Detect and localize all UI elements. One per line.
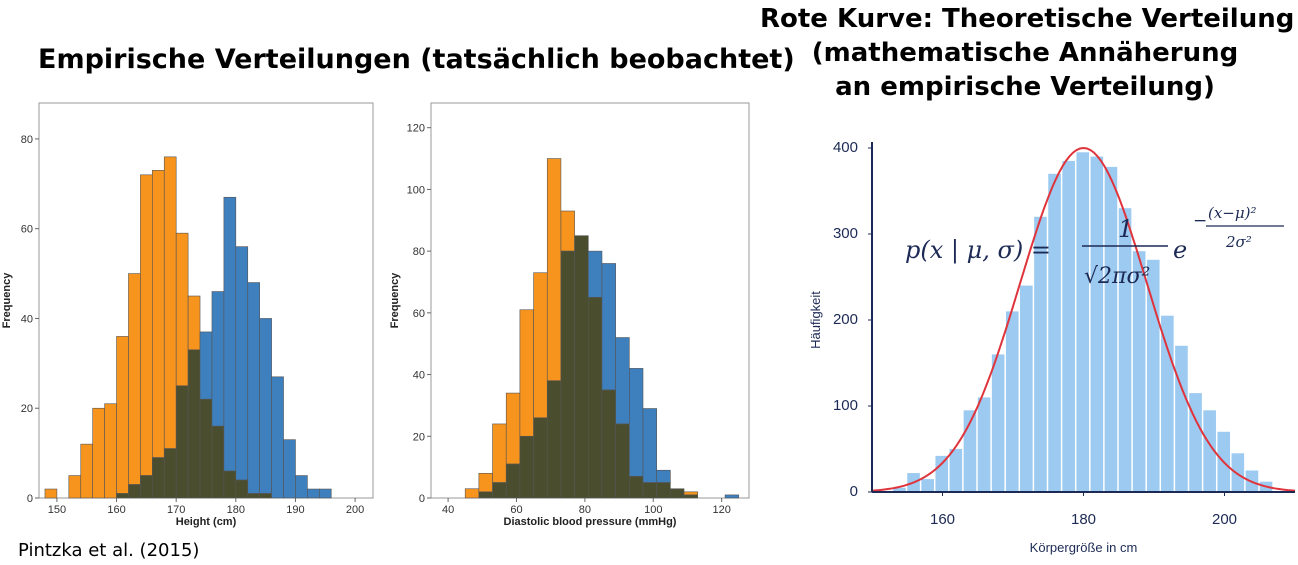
chart3-y-tick-label: 0 bbox=[850, 483, 858, 500]
chart1-y-tick-label: 0 bbox=[27, 493, 33, 505]
chart3-bar bbox=[1175, 345, 1188, 492]
chart2-y-tick-label: 100 bbox=[407, 184, 425, 196]
chart2-x-tick-label: 100 bbox=[644, 504, 662, 516]
chart3-y-tick-label: 100 bbox=[833, 397, 858, 414]
chart3-bar bbox=[935, 455, 949, 492]
chart1-y-tick-label: 80 bbox=[21, 134, 33, 146]
chart3-bar bbox=[1132, 251, 1146, 492]
chart1-x-axis-label: Height (cm) bbox=[176, 516, 237, 528]
citation: Pintzka et al. (2015) bbox=[18, 540, 200, 561]
chart3-bar bbox=[977, 397, 991, 492]
chart2-x-axis-label: Diastolic blood pressure (mmHg) bbox=[504, 516, 677, 528]
chart3-y-tick-label: 400 bbox=[833, 139, 858, 156]
chart3-bar bbox=[1118, 208, 1132, 492]
chart3-y-axis-label: Häufigkeit bbox=[808, 291, 823, 349]
chart3-bar bbox=[921, 479, 934, 492]
chart3-bar bbox=[1104, 166, 1118, 493]
chart3-bar bbox=[1090, 156, 1104, 492]
chart3-bar bbox=[893, 487, 906, 492]
chart3-x-tick-label: 160 bbox=[930, 511, 955, 528]
empirical-heading: Empirische Verteilungen (tatsächlich beo… bbox=[38, 44, 795, 75]
chart3-bar bbox=[963, 410, 977, 492]
chart3-bar bbox=[1005, 311, 1019, 492]
chart3-bar bbox=[1189, 393, 1202, 492]
chart2-bar-overlap bbox=[683, 494, 699, 499]
formula-base: e bbox=[1173, 236, 1187, 264]
chart3-x-tick-label: 180 bbox=[1071, 511, 1096, 528]
theoretical-heading-line-3: an empirische Verteilung) bbox=[835, 72, 1215, 102]
chart3-x-tick-label: 200 bbox=[1212, 511, 1237, 528]
chart3-bar bbox=[1146, 259, 1160, 492]
chart1-bar-blue bbox=[283, 439, 296, 499]
chart1-bar-blue bbox=[319, 488, 332, 499]
chart1-y-tick-label: 40 bbox=[21, 313, 33, 325]
theoretical-heading: Rote Kurve: Theoretische Verteilung (mat… bbox=[760, 2, 1295, 104]
formula-numerator: 1 bbox=[1118, 215, 1133, 243]
chart1-x-tick-label: 190 bbox=[286, 504, 304, 516]
chart3-bar bbox=[991, 354, 1005, 492]
chart3-bar bbox=[1034, 216, 1047, 493]
chart1-x-tick-label: 170 bbox=[167, 504, 185, 516]
chart2-x-tick-label: 40 bbox=[442, 504, 454, 516]
chart1-x-tick-label: 200 bbox=[346, 504, 364, 516]
formula-denominator: √2πσ² bbox=[1084, 264, 1150, 289]
formula-lhs: p(x | μ, σ) = bbox=[905, 236, 1051, 265]
chart3-bar bbox=[1076, 152, 1090, 493]
chart2-y-tick-label: 40 bbox=[413, 370, 425, 382]
chart2-y-tick-label: 80 bbox=[413, 246, 425, 258]
chart3-bar bbox=[1062, 160, 1075, 492]
formula-exp-sign: − bbox=[1193, 211, 1207, 231]
chart2-y-axis-label: Frequency bbox=[389, 272, 401, 329]
chart1-bar-blue bbox=[271, 376, 284, 499]
chart2-x-tick-label: 80 bbox=[579, 504, 591, 516]
chart3-y-tick-label: 300 bbox=[833, 225, 858, 242]
chart3-x-axis-label: Körpergröße in cm bbox=[1030, 540, 1138, 555]
chart1-bar-orange bbox=[44, 488, 58, 499]
chart2-x-tick-label: 60 bbox=[510, 504, 522, 516]
chart1-y-axis-label: Frequency bbox=[1, 272, 13, 329]
chart1-x-tick-label: 150 bbox=[48, 504, 66, 516]
chart1-x-tick-label: 180 bbox=[227, 504, 245, 516]
chart3-normal-curve bbox=[871, 146, 1296, 492]
chart2-y-tick-label: 120 bbox=[407, 123, 425, 135]
chart1-x-tick-label: 160 bbox=[107, 504, 125, 516]
formula-exp-denominator: 2σ² bbox=[1225, 233, 1252, 251]
chart3-bar bbox=[949, 449, 963, 492]
chart3-y-tick-label: 200 bbox=[833, 311, 858, 328]
chart2-y-tick-label: 0 bbox=[419, 493, 425, 505]
chart1-y-tick-label: 60 bbox=[21, 224, 33, 236]
chart2-bar-blue bbox=[724, 494, 740, 499]
chart3-bar bbox=[1231, 453, 1245, 492]
formula-exp-numerator: (x−μ)² bbox=[1208, 204, 1257, 222]
theoretical-heading-line-1: Rote Kurve: Theoretische Verteilung bbox=[760, 4, 1295, 34]
chart1-bar-blue bbox=[295, 475, 308, 499]
chart3-bar bbox=[1203, 410, 1216, 492]
chart1-y-tick-label: 20 bbox=[21, 403, 33, 415]
chart2-y-tick-label: 20 bbox=[413, 431, 425, 443]
theoretical-heading-line-2: (mathematische Annäherung bbox=[811, 38, 1239, 68]
chart2-x-tick-label: 120 bbox=[712, 504, 730, 516]
chart3-bar bbox=[1048, 173, 1061, 493]
chart2-y-tick-label: 60 bbox=[413, 308, 425, 320]
chart3-bar bbox=[1020, 285, 1033, 492]
